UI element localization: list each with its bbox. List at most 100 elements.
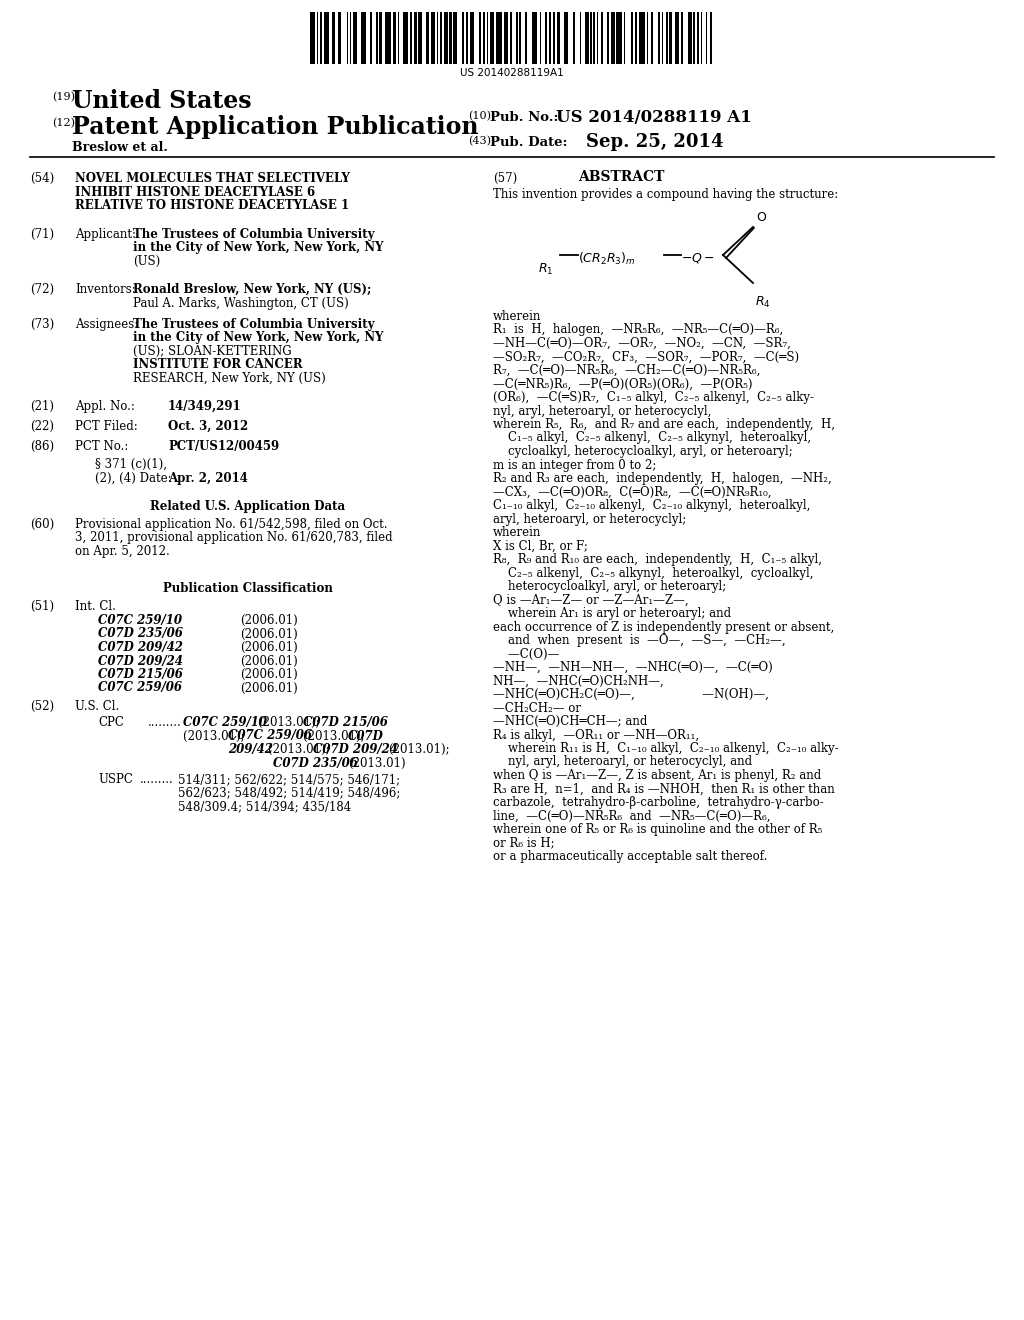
Bar [631,12,633,63]
Text: ABSTRACT: ABSTRACT [578,170,665,183]
Text: (2006.01): (2006.01) [240,668,298,681]
Text: Provisional application No. 61/542,598, filed on Oct.: Provisional application No. 61/542,598, … [75,517,387,531]
Text: Pub. Date:: Pub. Date: [490,136,567,149]
Bar [325,12,330,63]
Bar [385,12,390,63]
Text: C07D 215/06: C07D 215/06 [303,715,388,729]
Text: R₂ and R₃ are each,  independently,  H,  halogen,  —NH₂,: R₂ and R₃ are each, independently, H, ha… [493,473,831,484]
Bar [700,12,702,63]
Bar [349,12,351,63]
Text: This invention provides a compound having the structure:: This invention provides a compound havin… [493,187,839,201]
Text: U.S. Cl.: U.S. Cl. [75,700,119,713]
Text: wherein: wherein [493,310,542,323]
Text: C07C 259/10: C07C 259/10 [183,715,267,729]
Text: (US); SLOAN-KETTERING: (US); SLOAN-KETTERING [133,345,292,358]
Text: C07D 209/24: C07D 209/24 [98,655,183,668]
Text: United States: United States [72,88,252,114]
Text: Sep. 25, 2014: Sep. 25, 2014 [586,133,724,150]
Bar [310,12,315,63]
Bar [573,12,574,63]
Bar [706,12,708,63]
Text: in the City of New York, New York, NY: in the City of New York, New York, NY [133,331,384,345]
Bar [338,12,341,63]
Text: R₇,  —C(═O)—NR₅R₆,  —CH₂—C(═O)—NR₅R₆,: R₇, —C(═O)—NR₅R₆, —CH₂—C(═O)—NR₅R₆, [493,364,761,378]
Text: C07D 235/06: C07D 235/06 [98,627,183,640]
Bar [398,12,399,63]
Text: 14/349,291: 14/349,291 [168,400,242,413]
Bar [675,12,679,63]
Text: m is an integer from 0 to 2;: m is an integer from 0 to 2; [493,458,656,471]
Bar [319,12,322,63]
Bar [666,12,668,63]
Bar [346,12,348,63]
Text: C₁₋₅ alkyl,  C₂₋₅ alkenyl,  C₂₋₅ alkynyl,  heteroalkyl,: C₁₋₅ alkyl, C₂₋₅ alkenyl, C₂₋₅ alkynyl, … [493,432,811,445]
Text: —CH₂CH₂— or: —CH₂CH₂— or [493,701,581,714]
Text: wherein R₁₁ is H,  C₁₋₁₀ alkyl,  C₂₋₁₀ alkenyl,  C₂₋₁₀ alky-: wherein R₁₁ is H, C₁₋₁₀ alkyl, C₂₋₁₀ alk… [493,742,839,755]
Bar [650,12,653,63]
Text: (2006.01): (2006.01) [240,681,298,694]
Text: (2006.01): (2006.01) [240,642,298,653]
Text: (21): (21) [30,400,54,413]
Text: $R_1$: $R_1$ [538,261,553,277]
Text: Q is —Ar₁—Z— or —Z—Ar₁—Z—,: Q is —Ar₁—Z— or —Z—Ar₁—Z—, [493,594,688,606]
Text: Breslow et al.: Breslow et al. [72,141,168,154]
Text: (19): (19) [52,92,75,103]
Bar [624,12,626,63]
Bar [504,12,508,63]
Bar [549,12,551,63]
Text: wherein Ar₁ is aryl or heteroaryl; and: wherein Ar₁ is aryl or heteroaryl; and [493,607,731,620]
Text: (54): (54) [30,172,54,185]
Text: (2013.01);: (2013.01); [268,743,334,756]
Bar [486,12,488,63]
Text: PCT No.:: PCT No.: [75,440,128,453]
Bar [379,12,382,63]
Bar [462,12,464,63]
Bar [453,12,457,63]
Bar [519,12,521,63]
Text: $-Q-$: $-Q-$ [681,251,715,265]
Text: Applicant:: Applicant: [75,228,136,242]
Text: (2013.01);: (2013.01); [258,715,324,729]
Bar [585,12,589,63]
Text: C07D 215/06: C07D 215/06 [98,668,183,681]
Text: C07D 209/24: C07D 209/24 [313,743,398,756]
Bar [524,12,527,63]
Text: —CX₃,  —C(═O)OR₈,  C(═O)R₈,  —C(═O)NR₉R₁₀,: —CX₃, —C(═O)OR₈, C(═O)R₈, —C(═O)NR₉R₁₀, [493,486,771,499]
Text: and  when  present  is  —O—,  —S—,  —CH₂—,: and when present is —O—, —S—, —CH₂—, [493,634,785,647]
Text: —C(O)—: —C(O)— [493,648,559,660]
Text: Ronald Breslow, New York, NY (US);: Ronald Breslow, New York, NY (US); [133,282,372,296]
Text: 562/623; 548/492; 514/419; 548/496;: 562/623; 548/492; 514/419; 548/496; [178,787,400,800]
Text: Related U.S. Application Data: Related U.S. Application Data [151,500,345,513]
Text: RELATIVE TO HISTONE DEACETYLASE 1: RELATIVE TO HISTONE DEACETYLASE 1 [75,199,349,213]
Bar [431,12,435,63]
Bar [426,12,429,63]
Bar [370,12,372,63]
Text: (2013.01);: (2013.01); [303,730,369,742]
Text: (22): (22) [30,420,54,433]
Text: C07C 259/10: C07C 259/10 [98,614,182,627]
Text: R₃ are H,  n=1,  and R₄ is —NHOH,  then R₁ is other than: R₃ are H, n=1, and R₄ is —NHOH, then R₁ … [493,783,835,796]
Text: INSTITUTE FOR CANCER: INSTITUTE FOR CANCER [133,359,303,371]
Text: R₁  is  H,  halogen,  —NR₅R₆,  —NR₅—C(═O)—R₆,: R₁ is H, halogen, —NR₅R₆, —NR₅—C(═O)—R₆, [493,323,783,337]
Text: —NH—,  —NH—NH—,  —NHC(═O)—,  —C(═O): —NH—, —NH—NH—, —NHC(═O)—, —C(═O) [493,661,773,675]
Text: X is Cl, Br, or F;: X is Cl, Br, or F; [493,540,588,553]
Text: —NH—C(═O)—OR₇,  —OR₇,  —NO₂,  —CN,  —SR₇,: —NH—C(═O)—OR₇, —OR₇, —NO₂, —CN, —SR₇, [493,337,791,350]
Bar [360,12,366,63]
Text: wherein: wherein [493,525,542,539]
Text: —SO₂R₇,  —CO₂R₇,  CF₃,  —SOR₇,  —POR₇,  —C(═S): —SO₂R₇, —CO₂R₇, CF₃, —SOR₇, —POR₇, —C(═S… [493,351,799,363]
Bar [353,12,357,63]
Text: (2006.01): (2006.01) [240,655,298,668]
Text: (43): (43) [468,136,490,147]
Text: (73): (73) [30,318,54,331]
Bar [635,12,637,63]
Text: (57): (57) [493,172,517,185]
Text: (72): (72) [30,282,54,296]
Text: (52): (52) [30,700,54,713]
Text: C07D: C07D [348,730,384,742]
Bar [616,12,622,63]
Text: —NHC(═O)CH═CH—; and: —NHC(═O)CH═CH—; and [493,715,647,729]
Bar [710,12,712,63]
Text: 3, 2011, provisional application No. 61/620,783, filed: 3, 2011, provisional application No. 61/… [75,532,392,544]
Bar [532,12,538,63]
Bar [516,12,518,63]
